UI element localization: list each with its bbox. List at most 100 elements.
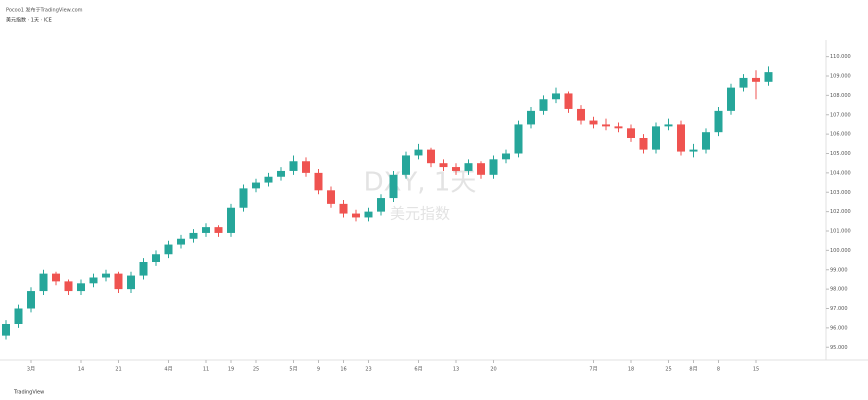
y-tick-label: 107.000 xyxy=(830,112,851,118)
candle-body xyxy=(202,227,210,233)
candle-body xyxy=(489,159,498,175)
candle-body xyxy=(527,110,535,125)
candle-body xyxy=(589,120,598,125)
candle-body xyxy=(302,161,310,173)
candle-body xyxy=(552,93,560,100)
candle-body xyxy=(164,244,173,255)
y-tick-label: 103.000 xyxy=(830,190,851,196)
candle-body xyxy=(452,167,460,171)
symbol-line: 美元指数 · 1天 · ICE xyxy=(6,17,52,24)
candle-body xyxy=(389,174,398,199)
candle-body xyxy=(102,273,110,278)
candle-body xyxy=(714,110,723,133)
x-tick-label: 6月 xyxy=(414,367,422,373)
candle-body xyxy=(352,213,360,218)
candle-body xyxy=(602,124,610,127)
x-tick-label: 14 xyxy=(78,367,84,373)
candle-body xyxy=(739,77,748,88)
candle-body xyxy=(539,99,548,111)
candle-body xyxy=(39,273,48,292)
x-tick-label: 21 xyxy=(115,367,121,373)
candle-body xyxy=(214,227,223,233)
x-tick-label: 19 xyxy=(228,367,234,373)
candle-body xyxy=(427,149,435,164)
candle-body xyxy=(502,153,510,160)
watermark-symbol: DXY, 1天 xyxy=(364,168,477,198)
candle-body xyxy=(464,163,473,171)
x-tick-label: 8月 xyxy=(689,367,697,373)
candle-body xyxy=(327,190,335,204)
candle-body xyxy=(514,124,523,154)
candle-body xyxy=(677,124,685,152)
y-tick-label: 95.000 xyxy=(830,345,848,351)
candle-body xyxy=(564,93,573,109)
candle-body xyxy=(689,149,698,152)
y-tick-label: 108.000 xyxy=(830,93,851,99)
candle-body xyxy=(652,126,660,150)
candle-body xyxy=(89,277,98,284)
candle-body xyxy=(402,155,410,175)
y-tick-label: 98.000 xyxy=(830,287,848,293)
candle-body xyxy=(702,132,710,150)
x-tick-label: 20 xyxy=(490,367,496,373)
y-tick-label: 101.000 xyxy=(830,229,851,235)
candle-body xyxy=(577,108,585,121)
y-tick-label: 96.000 xyxy=(830,325,848,331)
watermark-name: 美元指数 xyxy=(390,205,450,223)
candle-body xyxy=(252,182,260,189)
brand: TradingView xyxy=(13,390,44,396)
x-tick-label: 4月 xyxy=(164,367,172,373)
candle-body xyxy=(64,281,73,292)
candle-body xyxy=(114,273,123,290)
y-tick-label: 99.000 xyxy=(830,267,848,273)
y-tick-label: 97.000 xyxy=(830,306,848,312)
x-tick-label: 8 xyxy=(717,367,720,373)
x-tick-label: 3月 xyxy=(27,367,35,373)
candle-body xyxy=(2,324,10,336)
candle-body xyxy=(377,198,385,212)
y-tick-label: 110.000 xyxy=(830,54,851,60)
candle-body xyxy=(364,211,373,218)
y-tick-label: 109.000 xyxy=(830,74,851,80)
publisher: Pocoo1 发布于TradingView.com xyxy=(6,7,83,14)
candle-body xyxy=(614,126,623,129)
candle-body xyxy=(339,203,348,214)
candle-body xyxy=(439,163,448,168)
candle-body xyxy=(14,308,23,324)
candle-body xyxy=(764,72,773,82)
candle-body xyxy=(639,138,648,150)
candle-body xyxy=(414,149,423,156)
candle-body xyxy=(177,238,185,245)
candle-body xyxy=(727,87,735,111)
candle-body xyxy=(314,172,323,191)
y-tick-label: 105.000 xyxy=(830,151,851,157)
y-tick-label: 102.000 xyxy=(830,209,851,215)
x-tick-label: 23 xyxy=(365,367,371,373)
x-tick-label: 25 xyxy=(665,367,671,373)
x-tick-label: 7月 xyxy=(589,367,597,373)
x-tick-label: 15 xyxy=(753,367,759,373)
candle-body xyxy=(152,254,160,262)
candle-body xyxy=(189,232,198,239)
candle-body xyxy=(139,262,148,276)
candle-body xyxy=(77,283,85,292)
y-tick-label: 104.000 xyxy=(830,170,851,176)
x-tick-label: 11 xyxy=(203,367,209,373)
x-tick-label: 16 xyxy=(340,367,346,373)
candle-body xyxy=(27,291,35,309)
x-tick-label: 13 xyxy=(453,367,459,373)
candle-body xyxy=(277,170,285,177)
y-tick-label: 106.000 xyxy=(830,132,851,138)
candle-body xyxy=(264,176,273,183)
x-tick-label: 9 xyxy=(317,367,320,373)
candle-body xyxy=(752,77,760,82)
candle-body xyxy=(239,188,248,208)
x-tick-label: 25 xyxy=(253,367,259,373)
y-tick-label: 100.000 xyxy=(830,248,851,254)
x-tick-label: 5月 xyxy=(289,367,297,373)
candle-body xyxy=(227,207,235,233)
candle-body xyxy=(127,275,135,290)
